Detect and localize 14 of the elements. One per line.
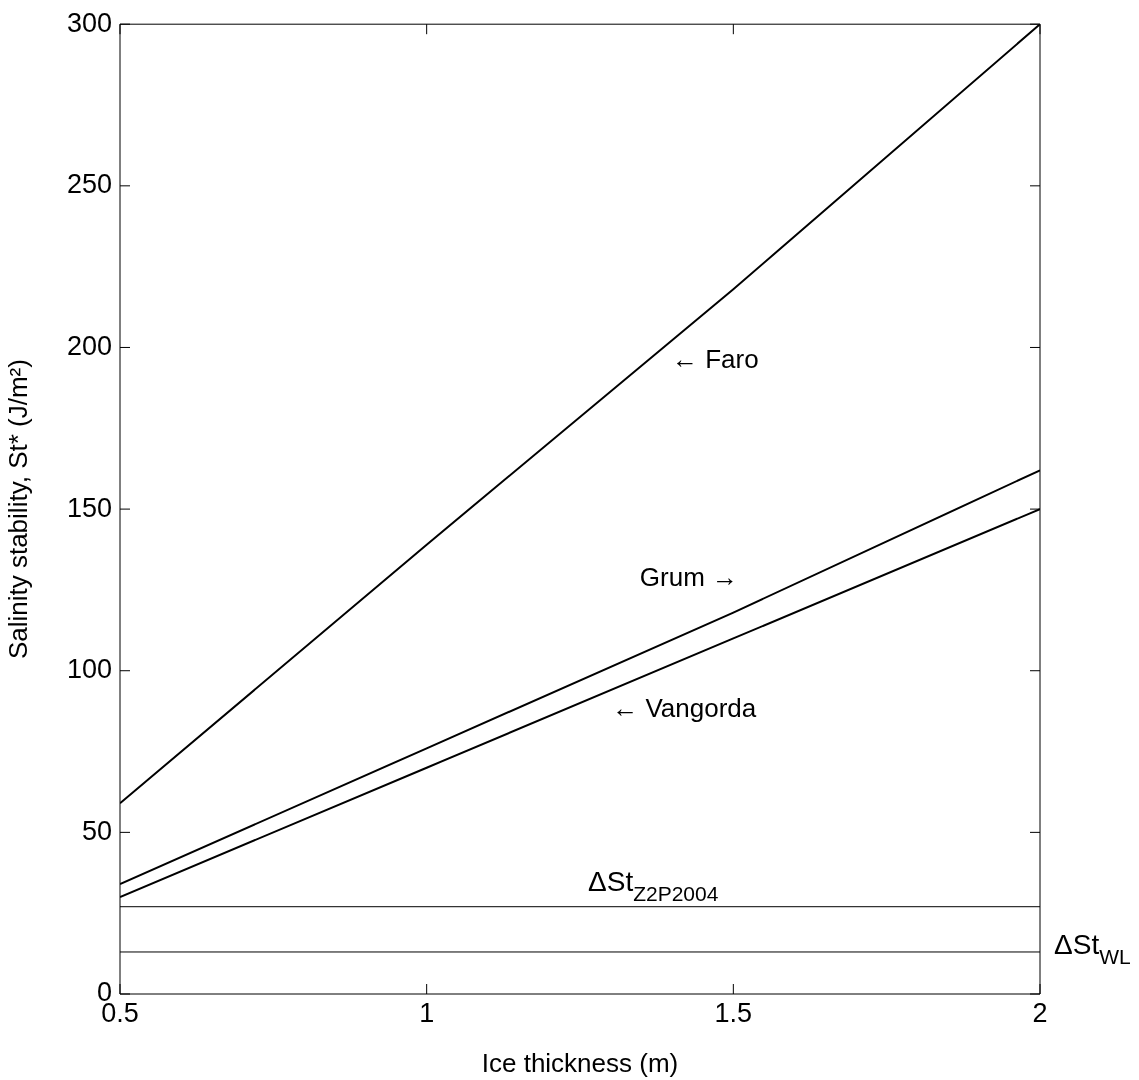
y-tick-label: 200 bbox=[66, 330, 112, 361]
x-tick-label: 1 bbox=[419, 997, 435, 1028]
y-tick-label: 250 bbox=[66, 169, 112, 200]
y-axis-title: Salinity stability, St* (J/m²) bbox=[2, 359, 33, 660]
y-tick-label: 50 bbox=[81, 815, 112, 846]
annotation: ← Faro bbox=[672, 343, 759, 374]
y-tick-label: 100 bbox=[66, 654, 112, 685]
annotation: Grum → bbox=[639, 561, 739, 592]
x-tick-label: 2 bbox=[1032, 997, 1048, 1028]
x-axis-title: Ice thickness (m) bbox=[481, 1047, 679, 1078]
x-tick-label: 1.5 bbox=[714, 997, 753, 1028]
y-tick-label: 150 bbox=[66, 492, 112, 523]
annotation: ← Vangorda bbox=[612, 692, 757, 723]
y-tick-label: 300 bbox=[66, 7, 112, 38]
